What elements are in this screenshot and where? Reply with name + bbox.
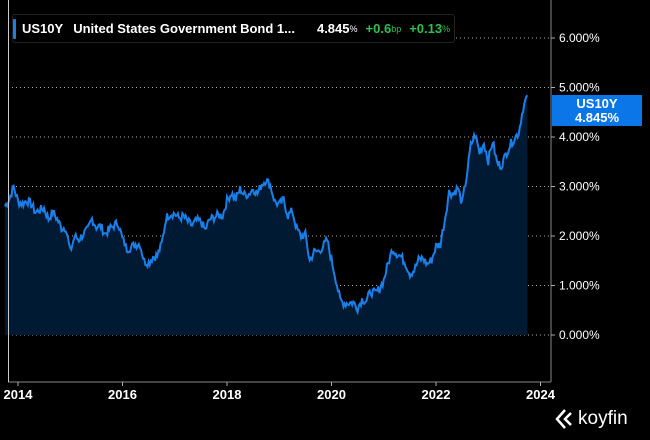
tag-value: 4.845% xyxy=(574,110,620,125)
change-bp: +0.6 xyxy=(365,21,392,36)
x-tick-label: 2016 xyxy=(108,387,137,402)
koyfin-logo: koyfin xyxy=(555,408,628,430)
y-tick-label: 4.000% xyxy=(559,130,600,144)
tag-ticker: US10Y xyxy=(576,96,618,111)
change-pct-unit: % xyxy=(442,23,451,34)
series-area xyxy=(4,95,528,335)
value-unit: % xyxy=(349,23,358,34)
series-color-marker xyxy=(13,18,16,39)
x-tick-label: 2018 xyxy=(213,387,242,402)
y-tick-label: 6.000% xyxy=(559,31,600,45)
last-value: 4.845 xyxy=(316,21,350,36)
x-tick-label: 2024 xyxy=(526,387,556,402)
y-tick-label: 0.000% xyxy=(559,328,600,342)
y-tick-label: 2.000% xyxy=(559,229,600,243)
y-tick-label: 3.000% xyxy=(559,180,600,194)
change-bp-unit: bp xyxy=(391,23,402,34)
y-tick-label: 1.000% xyxy=(559,279,600,293)
x-tick-label: 2022 xyxy=(422,387,451,402)
x-tick-label: 2014 xyxy=(4,387,34,402)
brand-name: koyfin xyxy=(578,408,628,429)
y-tick-label: 5.000% xyxy=(559,81,600,95)
change-pct: +0.13 xyxy=(409,21,443,36)
instrument-name: United States Government Bond 1... xyxy=(73,21,295,36)
koyfin-logo-icon xyxy=(555,409,572,429)
x-tick-label: 2020 xyxy=(317,387,346,402)
legend-header[interactable]: US10Y United States Government Bond 1...… xyxy=(12,14,455,43)
last-price-tag: US10Y 4.845% xyxy=(552,95,642,126)
ticker: US10Y xyxy=(22,21,64,36)
series-line xyxy=(3,94,529,316)
